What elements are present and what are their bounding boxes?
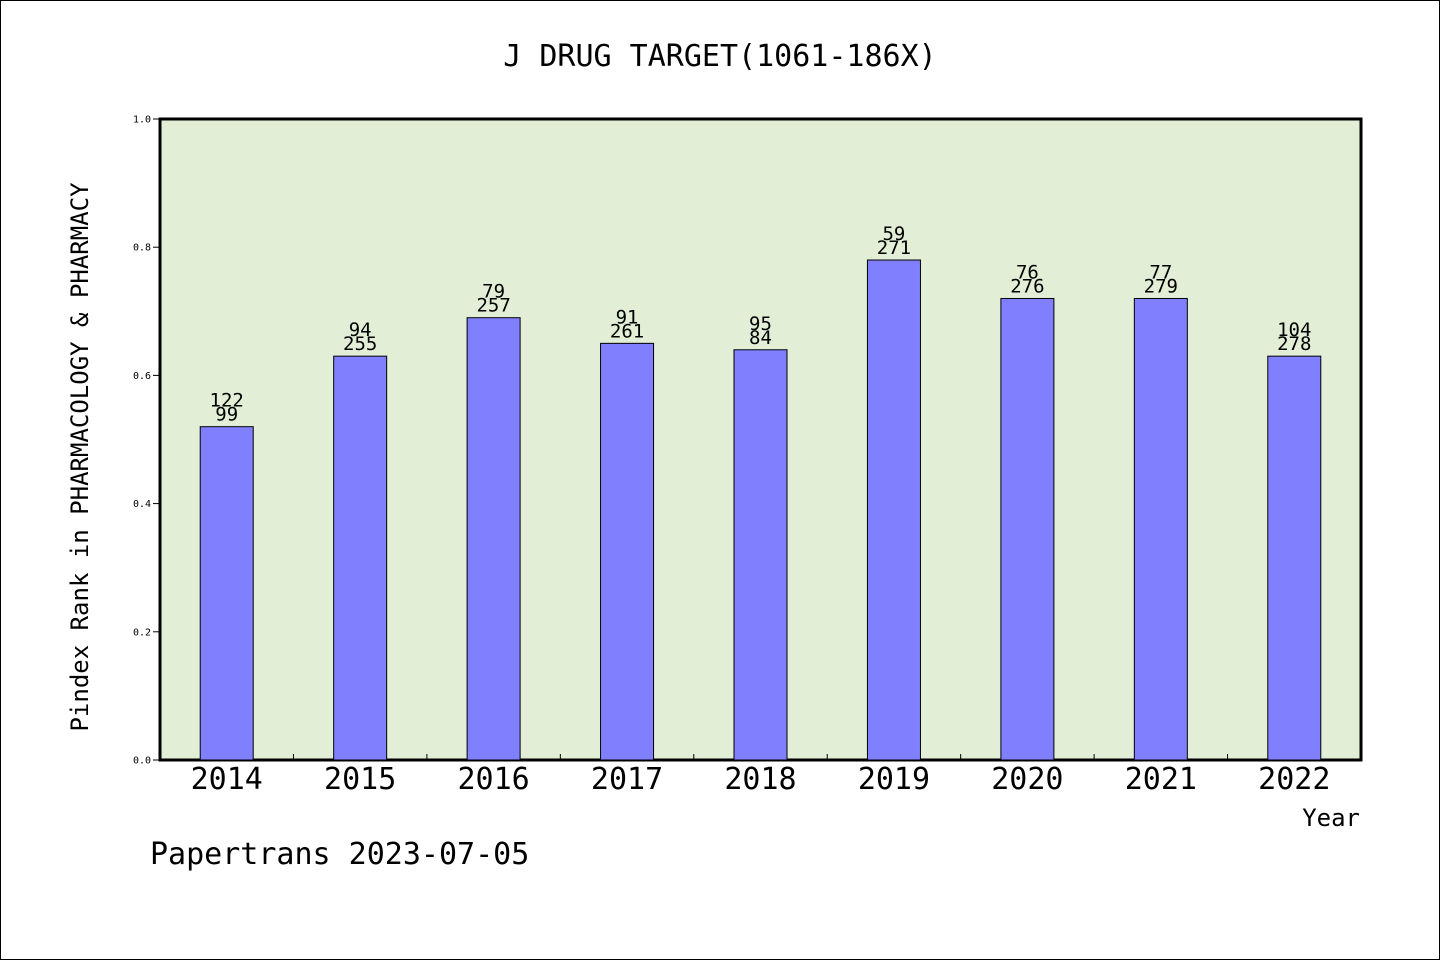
data-label-top: 122	[210, 390, 244, 412]
data-label-top: 91	[616, 306, 639, 328]
data-label-bottom: 99	[215, 404, 238, 426]
x-axis-label: Year	[1302, 804, 1360, 832]
x-tick-label: 2021	[1125, 762, 1197, 797]
y-tick-label: 1.0	[133, 115, 151, 126]
y-tick-label: 0.2	[133, 627, 151, 638]
bar-2014	[199, 426, 254, 761]
data-label-bottom: 255	[343, 333, 377, 355]
data-label-bottom: 257	[476, 295, 510, 317]
data-label-bottom: 276	[1010, 275, 1044, 297]
x-tick-label: 2016	[457, 762, 529, 797]
bar-2017	[600, 342, 655, 761]
bar-2015	[333, 355, 388, 761]
data-label-bottom: 261	[610, 320, 644, 342]
y-tick-label: 0.4	[133, 499, 151, 510]
y-axis: 0.0 0.2 0.4 0.6 0.8 1.0	[133, 115, 160, 767]
bar-2022	[1267, 355, 1322, 761]
bar-2019	[866, 259, 921, 761]
chart-title: J DRUG TARGET(1061-186X)	[503, 39, 936, 74]
y-tick-label: 0.8	[133, 243, 151, 254]
footer-text: Papertrans 2023-07-05	[150, 837, 529, 872]
bar-2018	[733, 349, 788, 761]
x-tick-label: 2019	[858, 762, 930, 797]
data-label-bottom: 271	[877, 237, 911, 259]
data-label-bottom: 84	[749, 327, 772, 349]
x-tick-label: 2018	[724, 762, 796, 797]
data-label-top: 76	[1016, 261, 1039, 283]
data-label-top: 59	[882, 223, 905, 245]
data-label-top: 77	[1149, 261, 1172, 283]
data-label-top: 104	[1277, 319, 1311, 341]
data-label-bottom: 279	[1144, 275, 1178, 297]
data-label-bottom: 278	[1277, 333, 1311, 355]
x-tick-label: 2017	[591, 762, 663, 797]
x-tick-label: 2020	[991, 762, 1063, 797]
y-tick-label: 0.6	[133, 371, 151, 382]
data-label-top: 79	[482, 281, 505, 303]
bar-2021	[1133, 297, 1188, 761]
bar-2020	[1000, 297, 1055, 761]
bars	[199, 259, 1322, 761]
data-label-top: 95	[749, 313, 772, 335]
x-tick-label: 2014	[191, 762, 263, 797]
x-tick-label: 2015	[324, 762, 396, 797]
y-tick-label: 0.0	[133, 756, 151, 767]
x-axis: 2014 2015 2016 2017 2018 2019 2020 2021 2022	[191, 754, 1330, 797]
bar-2016	[466, 317, 521, 761]
y-axis-label: Pindex Rank in PHARMACOLOGY & PHARMACY	[66, 182, 94, 732]
data-label-top: 94	[349, 319, 372, 341]
x-tick-label: 2022	[1258, 762, 1330, 797]
